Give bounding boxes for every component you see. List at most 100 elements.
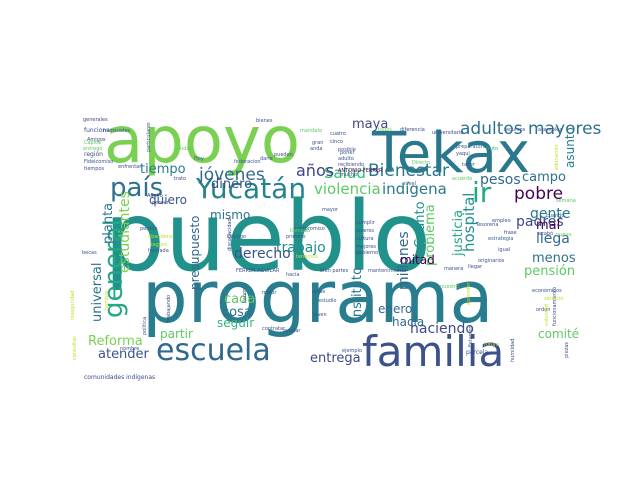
word-semana: semana — [556, 198, 576, 204]
word-fideicomiso: Fideicomiso — [84, 159, 113, 165]
word-adulto: adulto — [338, 156, 354, 162]
word-compromiso: compromiso — [294, 226, 325, 232]
word-yucatan: Yucatán — [195, 172, 306, 205]
word-pueblo: pueblo — [104, 181, 431, 293]
word-violencia: violencia — [314, 180, 381, 198]
word-abandono: abandono — [148, 234, 173, 240]
word-seguro: seguro — [150, 242, 167, 248]
word-indigena: indígena — [382, 180, 447, 198]
word-asunto: asunto — [563, 127, 577, 168]
word-pension: pensión — [524, 264, 575, 279]
word-ir: ir — [472, 176, 492, 209]
word-aulas: aulas — [312, 289, 326, 295]
word-becas: becas — [82, 250, 97, 256]
word-joven: joven — [312, 312, 327, 318]
word-escuela: escuela — [156, 333, 271, 368]
word-directo: Directo — [412, 160, 430, 166]
word-universitario: universitario — [432, 130, 463, 136]
word-problema: problema — [423, 204, 438, 266]
word-piezas: piezas — [564, 342, 570, 358]
word-empleo: empleo — [492, 218, 511, 224]
word-funcionamiento: funcionamiento — [552, 287, 558, 326]
word-enfrentar: enfrentar — [118, 164, 142, 170]
word-region: región — [84, 151, 103, 158]
word-politica: política — [141, 317, 148, 335]
word-cuanto: Cuanto — [413, 201, 428, 248]
word-reforma: Reforma — [88, 334, 143, 349]
word-estudio: estudio — [318, 298, 336, 304]
word-llegar: llegar — [468, 264, 483, 270]
word-contratar: contratar — [262, 326, 286, 332]
word-hoy: Hoy — [194, 156, 204, 162]
word-hacia: hacia — [392, 315, 424, 329]
word-economicos: económicos — [532, 287, 562, 294]
word-voluntad: voluntad — [544, 304, 550, 326]
word-llega: llega — [536, 231, 570, 247]
word-mitad: mitad — [400, 253, 435, 267]
word-partir: partir — [160, 327, 193, 341]
word-programa: programa — [142, 255, 493, 339]
word-mensuales: mensuales — [103, 128, 130, 134]
word-fruto: fruto — [486, 146, 498, 152]
word-millones: millones — [396, 231, 412, 290]
word-inseguridad: inseguridad — [70, 291, 76, 320]
word-enero: enero — [378, 302, 412, 316]
word-hospital: hospital — [460, 193, 478, 252]
word-recursos: recursos — [504, 127, 526, 133]
word-gran: gran — [312, 140, 323, 146]
word-entrego: entregó — [83, 145, 102, 152]
word-estrategia: estrategia — [488, 236, 513, 242]
word-quiero: quiero — [149, 193, 187, 207]
word-cinco: cinco — [330, 139, 343, 145]
word-particulares: particulares — [146, 122, 152, 152]
word-mucho: mucho — [340, 172, 357, 178]
word-preparatoria: preparatoria — [456, 144, 487, 150]
word-ferrer-aguilar: FERRER AGUILAR — [236, 268, 280, 274]
word-jovenes: jóvenes — [198, 165, 265, 185]
word-nivel: nivel — [404, 181, 416, 187]
word-recibiendo: recibiendo — [338, 162, 364, 168]
word-amigos: Amigos — [87, 137, 106, 143]
word-salud: Salud — [324, 164, 366, 182]
word-cuatro: cuatro — [330, 131, 346, 137]
word-cosa: cosa — [222, 305, 252, 320]
word-perdon: perdón — [140, 225, 158, 232]
word-maya: maya — [352, 117, 388, 132]
word-parcela: parcela — [466, 349, 488, 356]
word-bienestar: Bienestar — [368, 161, 449, 181]
word-dialogo: Diálogo — [227, 233, 246, 240]
word-llanos: llanos — [242, 288, 248, 303]
word-entrega: entrega — [310, 351, 361, 366]
word-viveros: viveros — [356, 228, 374, 234]
word-tiempos: tiempos — [84, 166, 105, 172]
word-generales: generales — [83, 117, 108, 123]
word-mejor: mejor — [262, 290, 277, 296]
word-educacion: educación — [553, 144, 560, 170]
word-mismo: mismo — [210, 208, 250, 222]
word-campo: campo — [522, 170, 566, 185]
word-perder: perder — [152, 200, 169, 206]
word-apoyo: apoyo — [104, 104, 300, 178]
word-padres: padres — [516, 214, 564, 230]
word-cultura: cultura — [356, 236, 374, 242]
word-general: general — [99, 219, 129, 318]
word-trato: trato — [174, 176, 186, 182]
word-manera: manera — [444, 266, 463, 272]
word-primero: primero — [286, 234, 306, 240]
word-menos: menos — [532, 251, 576, 266]
word-igual: igual — [498, 247, 510, 253]
word-darle: darle — [260, 156, 273, 162]
word-tenemos: tenemos — [296, 254, 318, 260]
word-tesoreria: Tesorería — [475, 221, 498, 228]
word-bienes: bienes — [256, 118, 273, 124]
word-nuevo: nuevo — [556, 232, 571, 238]
word-haciendo: haciendo — [410, 321, 474, 337]
word-estudiantes: estudiantes — [117, 191, 133, 273]
word-universal: universal — [90, 263, 105, 322]
word-comunidades-indigenas: comunidades indígenas — [84, 374, 155, 381]
word-pais: país — [110, 173, 163, 203]
word-llamada: llamada — [290, 228, 310, 234]
word-asamblea: asamblea — [538, 127, 562, 133]
word-mejores: mejores — [356, 244, 376, 250]
word-trabajo: trabajo — [276, 240, 326, 256]
